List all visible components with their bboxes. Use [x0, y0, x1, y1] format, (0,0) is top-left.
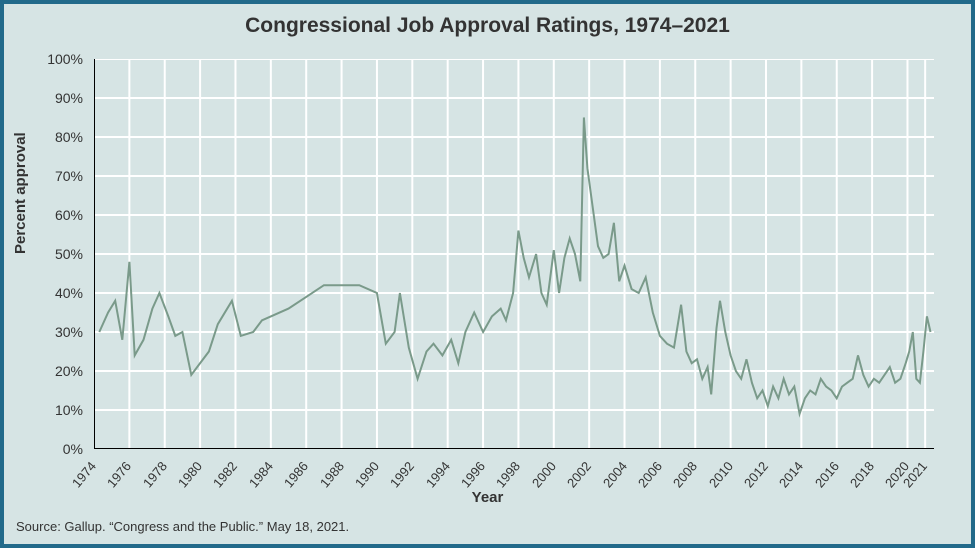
plot-svg	[94, 59, 934, 449]
x-tick-label: 1990	[352, 459, 382, 491]
x-tick-label: 2004	[599, 459, 629, 491]
x-tick-label: 2012	[741, 459, 771, 491]
plot-area	[94, 59, 934, 449]
y-tick-label: 50%	[33, 246, 83, 262]
y-tick-label: 0%	[33, 441, 83, 457]
y-tick-label: 60%	[33, 207, 83, 223]
approval-line	[99, 118, 930, 414]
chart-frame: Congressional Job Approval Ratings, 1974…	[0, 0, 975, 548]
chart-title: Congressional Job Approval Ratings, 1974…	[4, 14, 971, 38]
x-tick-label: 2000	[529, 459, 559, 491]
x-tick-label: 1974	[69, 459, 99, 491]
y-tick-label: 80%	[33, 129, 83, 145]
x-tick-label: 2010	[706, 459, 736, 491]
y-tick-label: 10%	[33, 402, 83, 418]
x-tick-label: 2008	[670, 459, 700, 491]
y-axis-label: Percent approval	[12, 132, 29, 254]
x-tick-label: 1994	[423, 459, 453, 491]
x-tick-label: 1988	[317, 459, 347, 491]
x-tick-label: 1986	[281, 459, 311, 491]
y-tick-label: 90%	[33, 90, 83, 106]
x-tick-label: 1976	[104, 459, 134, 491]
x-tick-label: 2016	[812, 459, 842, 491]
y-tick-label: 20%	[33, 363, 83, 379]
y-tick-label: 100%	[33, 51, 83, 67]
x-tick-label: 2006	[635, 459, 665, 491]
y-tick-label: 30%	[33, 324, 83, 340]
source-text: Source: Gallup. “Congress and the Public…	[16, 519, 349, 534]
x-tick-label: 1982	[210, 459, 240, 491]
y-tick-label: 70%	[33, 168, 83, 184]
y-tick-label: 40%	[33, 285, 83, 301]
x-tick-label: 1978	[140, 459, 170, 491]
x-tick-label: 1996	[458, 459, 488, 491]
x-tick-label: 1980	[175, 459, 205, 491]
x-tick-label: 2018	[847, 459, 877, 491]
x-tick-label: 1992	[387, 459, 417, 491]
x-tick-label: 2014	[776, 459, 806, 491]
x-tick-label: 1984	[246, 459, 276, 491]
x-tick-label: 2002	[564, 459, 594, 491]
x-axis-label: Year	[4, 489, 971, 506]
x-tick-label: 1998	[493, 459, 523, 491]
